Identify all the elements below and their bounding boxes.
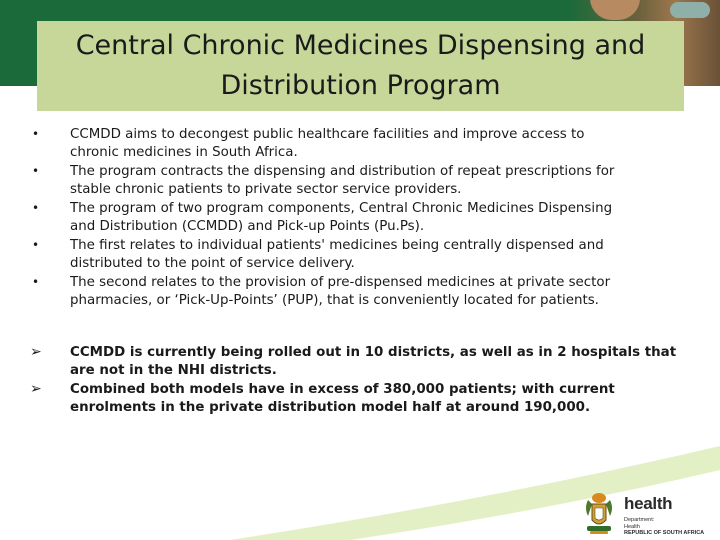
- logo-department-text: Department: Health REPUBLIC OF SOUTH AFR…: [624, 517, 704, 537]
- bullet-item: • The program contracts the dispensing a…: [30, 163, 680, 198]
- bullet-item: • The program of two program components,…: [30, 200, 680, 235]
- slide-title-line-2: Distribution Program: [220, 70, 501, 101]
- slide-title: Central Chronic Medicines Dispensing and…: [37, 21, 684, 111]
- bullet-item: • The second relates to the provision of…: [30, 274, 680, 309]
- logo-line-1: Department:: [624, 517, 655, 523]
- header-photo-glove: [670, 2, 710, 18]
- bullet-text-line-1: The program contracts the dispensing and…: [70, 164, 615, 179]
- bullet-text-line-1: The second relates to the provision of p…: [70, 275, 611, 290]
- bullet-dot-icon: •: [32, 127, 40, 141]
- bullet-text-line-1: The first relates to individual patients…: [70, 238, 604, 253]
- header-photo-face: [590, 0, 640, 20]
- bullet-item: • CCMDD aims to decongest public healthc…: [30, 126, 680, 161]
- bullet-list: • CCMDD aims to decongest public healthc…: [30, 126, 680, 311]
- arrow-point-line-1: Combined both models have in excess of 3…: [70, 382, 615, 397]
- arrow-point-line-2: enrolments in the private distribution m…: [70, 399, 591, 415]
- bullet-text-line-2: chronic medicines in South Africa.: [70, 144, 298, 160]
- arrow-point-item: ➢ CCMDD is currently being rolled out in…: [30, 344, 680, 379]
- bullet-text-line-1: The program of two program components, C…: [70, 201, 613, 216]
- coat-of-arms-icon: [586, 493, 612, 534]
- bullet-text-line-2: stable chronic patients to private secto…: [70, 181, 462, 197]
- bullet-text-line-2: pharmacies, or ‘Pick-Up-Points’ (PUP), t…: [70, 292, 599, 308]
- bullet-dot-icon: •: [32, 201, 40, 215]
- arrow-point-line-2: are not in the NHI districts.: [70, 362, 277, 378]
- bullet-dot-icon: •: [32, 164, 40, 178]
- arrow-point-item: ➢ Combined both models have in excess of…: [30, 381, 680, 416]
- arrow-bullet-icon: ➢: [30, 344, 42, 360]
- bullet-text-line-2: distributed to the point of service deli…: [70, 255, 355, 271]
- arrow-bullet-icon: ➢: [30, 381, 42, 397]
- bullet-dot-icon: •: [32, 275, 40, 289]
- department-logo: health Department: Health REPUBLIC OF SO…: [580, 490, 720, 540]
- footer-arc-inner: [350, 470, 720, 540]
- arrow-point-line-1: CCMDD is currently being rolled out in 1…: [70, 345, 677, 360]
- arrow-point-list: ➢ CCMDD is currently being rolled out in…: [30, 344, 680, 418]
- bullet-text-line-1: CCMDD aims to decongest public healthcar…: [70, 127, 585, 142]
- logo-line-3: REPUBLIC OF SOUTH AFRICA: [624, 530, 705, 536]
- slide-title-line-1: Central Chronic Medicines Dispensing and: [75, 30, 646, 61]
- logo-line-2: Health: [624, 523, 640, 530]
- bullet-dot-icon: •: [32, 238, 40, 252]
- bullet-item: • The first relates to individual patien…: [30, 237, 680, 272]
- bullet-text-line-2: and Distribution (CCMDD) and Pick-up Poi…: [70, 218, 425, 234]
- logo-wordmark: health: [624, 494, 673, 513]
